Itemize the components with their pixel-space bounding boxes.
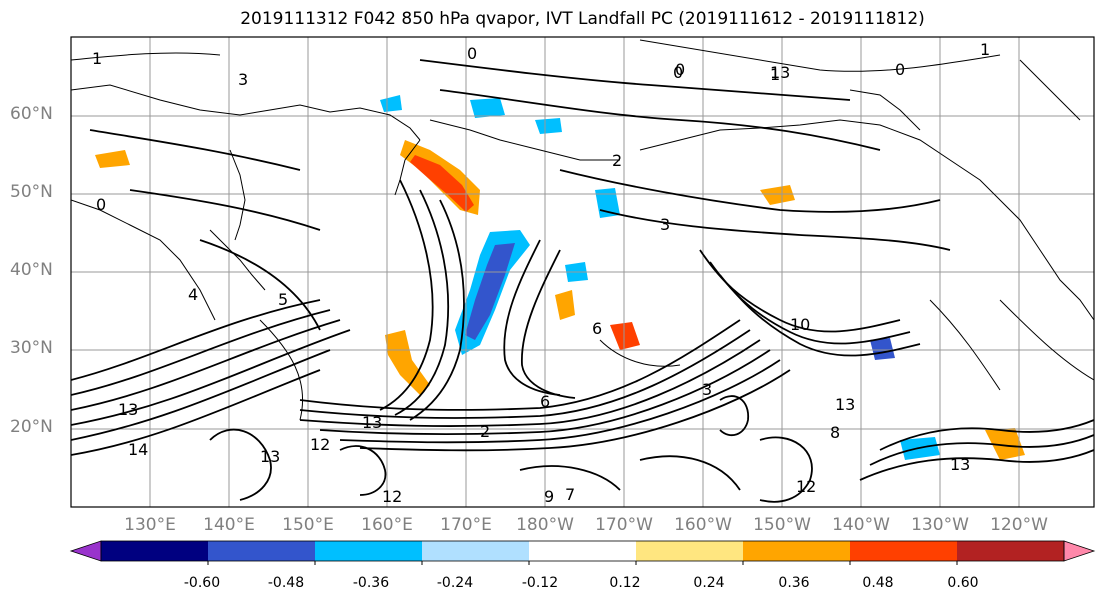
lat-label-30n: 30°N [10, 338, 53, 358]
figure-title: 2019111312 F042 850 hPa qvapor, IVT Land… [240, 9, 925, 29]
contour-label: 2 [612, 151, 622, 170]
colorbar-tick-label: -0.48 [267, 575, 305, 591]
contour-label: 0 [96, 195, 106, 214]
lat-label-60n: 60°N [10, 104, 53, 124]
colorbar-extension-high [1063, 540, 1096, 562]
colorbar-segment [208, 541, 315, 561]
colorbar-tick-label: 0.60 [947, 575, 979, 591]
contour-label: 6 [540, 392, 550, 411]
colorbar-frame [100, 540, 1065, 562]
lon-label-180w: 180°W [516, 515, 574, 535]
contour-label: 12 [796, 477, 816, 496]
contour-label: 12 [382, 487, 402, 506]
lon-label-140w: 140°W [832, 515, 890, 535]
colorbar-tick-label: -0.36 [352, 575, 390, 591]
lon-label-140e: 140°E [203, 515, 255, 535]
lat-label-40n: 40°N [10, 260, 53, 280]
coastlines [71, 59, 1094, 321]
contour-label: 0 [673, 63, 683, 82]
colorbar-tick-label: 0.36 [778, 575, 810, 591]
contour-label: 3 [238, 70, 248, 89]
contour-label: 3 [660, 215, 670, 234]
colorbar-segment [101, 541, 208, 561]
contour-label: 13 [118, 400, 138, 419]
colorbar-segment [636, 541, 743, 561]
lon-label-130e: 130°E [124, 515, 176, 535]
colorbar-tick-label: 0.48 [862, 575, 894, 591]
contour-label: 10 [790, 315, 810, 334]
lon-label-160w: 160°W [674, 515, 732, 535]
ivt-contours [71, 59, 1094, 503]
lon-label-130w: 130°W [911, 515, 969, 535]
colorbar-segment [743, 541, 850, 561]
contour-label: 7 [565, 485, 575, 504]
contour-label: 13 [950, 455, 970, 474]
contour-label: 9 [544, 487, 554, 506]
contour-label: 14 [128, 440, 148, 459]
contour-label: 1 [980, 40, 990, 59]
lon-label-170e: 170°E [440, 515, 492, 535]
contour-label: 6 [592, 319, 602, 338]
colorbar [69, 540, 1096, 565]
contour-label: 1 [92, 49, 102, 68]
contour-label: 4 [188, 285, 198, 304]
colorbar-segment [422, 541, 529, 561]
contour-label: 0 [675, 60, 685, 79]
lat-label-50n: 50°N [10, 182, 53, 202]
colorbar-tick-label: 0.12 [609, 575, 641, 591]
colorbar-segment [957, 541, 1064, 561]
lon-label-170w: 170°W [595, 515, 653, 535]
contour-label: 0 [467, 44, 477, 63]
lon-label-120w: 120°W [990, 515, 1048, 535]
contour-label: 2 [480, 422, 490, 441]
lon-label-150w: 150°W [753, 515, 811, 535]
contour-label: 13 [362, 413, 382, 432]
contour-label: 13 [835, 395, 855, 414]
lon-label-160e: 160°E [361, 515, 413, 535]
colorbar-tick-label: -0.24 [436, 575, 474, 591]
colorbar-extension-low [69, 540, 102, 562]
colorbar-segment [850, 541, 957, 561]
map-frame [70, 36, 1095, 508]
contour-label: 3 [702, 380, 712, 399]
contour-label: 12 [310, 435, 330, 454]
colorbar-segment [315, 541, 422, 561]
lat-label-20n: 20°N [10, 417, 53, 437]
colorbar-tick-label: -0.12 [521, 575, 559, 591]
colorbar-tick-label: 0.24 [693, 575, 725, 591]
contour-label: 0 [895, 60, 905, 79]
colorbar-tick-label: -0.60 [183, 575, 221, 591]
contour-label: 1 [770, 65, 780, 84]
contour-label: 13 [260, 447, 280, 466]
contour-label: 13 [770, 63, 790, 82]
contour-label: 8 [830, 423, 840, 442]
moisture-contours [71, 39, 1094, 421]
lon-label-150e: 150°E [282, 515, 334, 535]
colorbar-segment [529, 541, 636, 561]
contour-label: 5 [278, 290, 288, 309]
